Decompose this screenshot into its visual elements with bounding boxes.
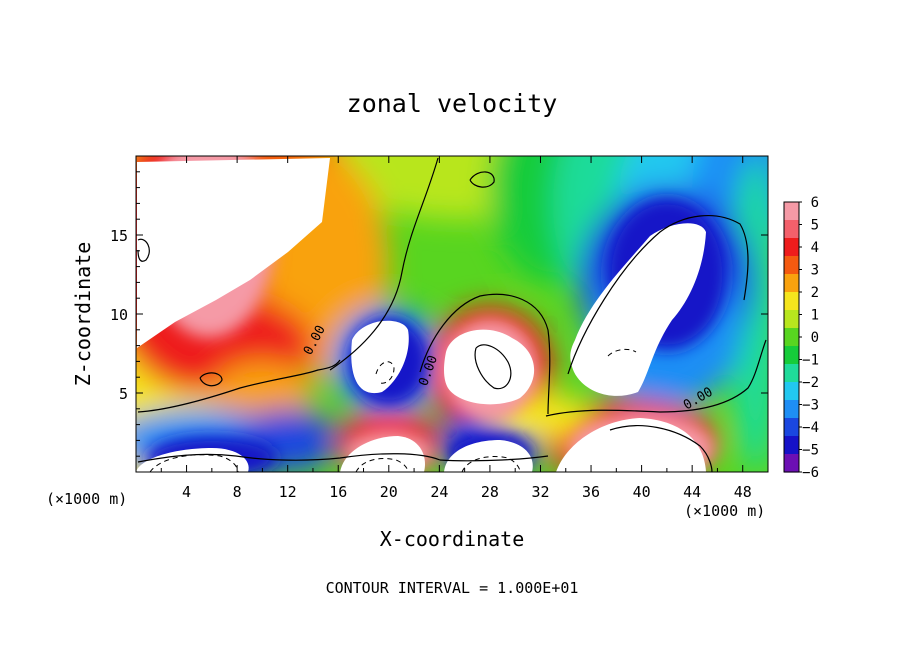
x-axis-ticks: 4 8 12 16 20 24 28 32 36 40 44 48: [160, 156, 752, 501]
contour-line-solid: [609, 425, 713, 472]
colorbar-label: −1: [802, 353, 819, 369]
contour-line-solid: [199, 372, 223, 387]
contour-line-dashed: [355, 458, 409, 472]
contour-line-solid: [137, 238, 150, 262]
contour-line-dashed: [149, 454, 239, 472]
contour-line-solid: [137, 359, 341, 413]
y-tick-label: 10: [110, 306, 128, 324]
contour-line-solid: [137, 453, 549, 463]
saturated-region: [136, 448, 249, 472]
colorbar-label: 4: [811, 240, 819, 256]
colorbar-label: 6: [811, 195, 819, 211]
colorbar-swatch: [784, 436, 799, 455]
x-tick-label: 16: [329, 483, 347, 501]
colorbar-swatch: [784, 292, 799, 311]
chart-title: zonal velocity: [347, 89, 558, 118]
colorbar-label: −2: [802, 375, 819, 391]
x-tick-label: 8: [233, 483, 242, 501]
saturated-region: [570, 223, 706, 396]
saturated-region: [444, 440, 533, 472]
colorbar-swatch: [784, 382, 799, 401]
colorbar-swatch: [784, 238, 799, 257]
colorbar-label: −6: [802, 465, 819, 481]
colorbar-label: 1: [811, 308, 819, 324]
x-tick-label: 44: [683, 483, 701, 501]
contour-line-solid: [567, 214, 749, 375]
x-unit-left: (×1000 m): [46, 490, 127, 508]
colorbar: 6 5 4 3 2 1 0 −1 −2 −3 −4 −5 −6: [783, 195, 819, 481]
colorbar-label: 0: [811, 330, 819, 346]
colorbar-label: −5: [802, 443, 819, 459]
x-tick-label: 48: [734, 483, 752, 501]
colorbar-swatch: [784, 328, 799, 347]
saturated-region: [351, 320, 409, 394]
contour-line-solid: [419, 293, 551, 415]
x-tick-label: 40: [633, 483, 651, 501]
colorbar-swatch: [784, 364, 799, 383]
colorbar-label: −4: [802, 420, 819, 436]
y-axis-ticks: 5 10 15: [110, 171, 768, 457]
colorbar-swatch: [784, 256, 799, 275]
colorbar-label: 3: [811, 263, 819, 279]
colorbar-swatch: [784, 400, 799, 419]
x-axis-label: X-coordinate: [380, 527, 525, 551]
x-tick-label: 36: [582, 483, 600, 501]
contour-line-dashed: [375, 361, 395, 384]
velocity-field: [136, 156, 768, 472]
colorbar-label: −3: [802, 398, 819, 414]
x-tick-label: 32: [531, 483, 549, 501]
plot-area: 0.000.000.00: [136, 156, 768, 472]
contour-line-solid: [545, 339, 767, 417]
contour-line-dashed: [461, 456, 521, 472]
colorbar-swatch: [784, 220, 799, 239]
y-axis-label: Z-coordinate: [71, 242, 95, 387]
colorbar-label: 5: [811, 218, 819, 234]
contour-line-solid: [474, 344, 512, 390]
colorbar-swatch: [784, 454, 799, 473]
x-tick-label: 20: [380, 483, 398, 501]
contour-line-dashed: [607, 348, 637, 357]
x-tick-label: 12: [279, 483, 297, 501]
colorbar-swatch: [784, 310, 799, 329]
x-unit-right: (×1000 m): [684, 502, 765, 520]
x-tick-label: 4: [182, 483, 191, 501]
colorbar-label: 2: [811, 285, 819, 301]
contour-line-solid: [329, 157, 439, 371]
x-tick-label: 24: [430, 483, 448, 501]
colorbar-swatch: [784, 274, 799, 293]
colorbar-swatch: [784, 346, 799, 365]
colorbar-swatch: [784, 418, 799, 437]
contour-line-solid: [469, 171, 495, 188]
colorbar-swatch: [784, 202, 799, 221]
y-tick-label: 15: [110, 227, 128, 245]
y-tick-label: 5: [119, 385, 128, 403]
contour-interval-note: CONTOUR INTERVAL = 1.000E+01: [326, 579, 579, 597]
saturated-region: [444, 329, 535, 405]
x-tick-label: 28: [481, 483, 499, 501]
saturated-region: [556, 418, 706, 472]
saturated-region: [137, 158, 330, 348]
